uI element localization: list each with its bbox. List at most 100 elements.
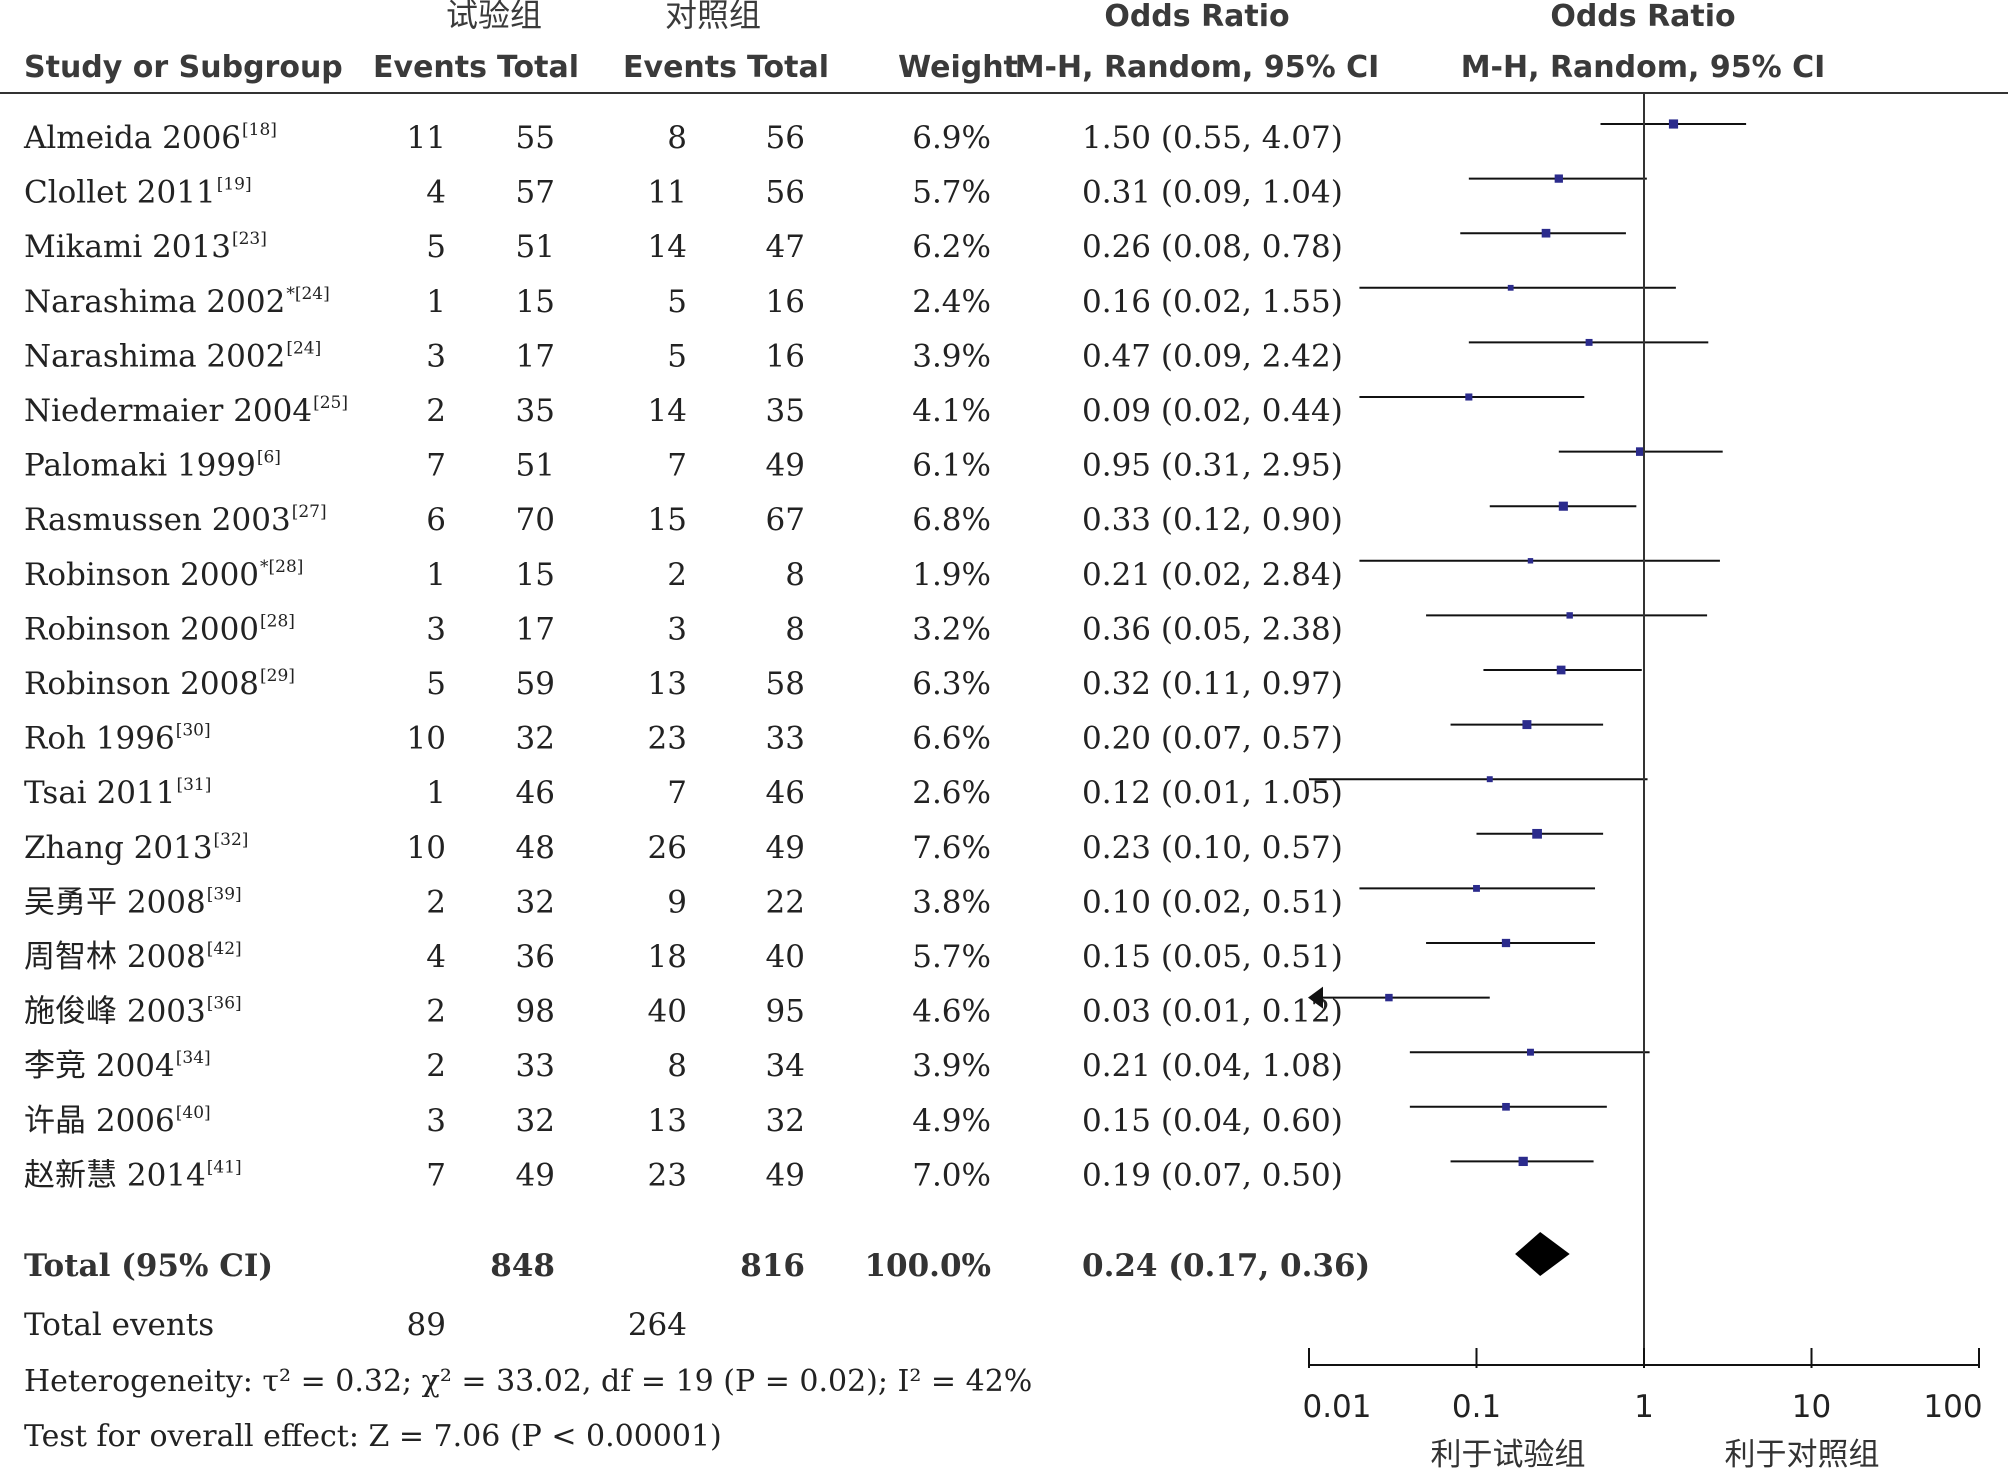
table-row: Robinson 2008 [29] 5 59 13 58 6.3% 0.32 (0.11, … bbox=[24, 666, 1343, 702]
total-ctrl: 8 bbox=[785, 557, 805, 593]
study-ref: [24] bbox=[286, 338, 321, 358]
study-ref: [32] bbox=[214, 830, 249, 850]
study-estimate-square bbox=[1385, 993, 1393, 1002]
study-estimate-square bbox=[1518, 1156, 1528, 1167]
total-ctrl: 67 bbox=[766, 502, 805, 538]
table-row: 李竞 2004 [34] 2 33 8 34 3.9% 0.21 (0.04, 1.08) bbox=[24, 1048, 1343, 1084]
events-ctrl: 23 bbox=[648, 721, 687, 757]
total-exp: 51 bbox=[516, 229, 555, 265]
weight-value: 6.2% bbox=[912, 229, 991, 265]
study-name: Clollet 2011 bbox=[24, 175, 216, 211]
ci-value: 0.21 (0.02, 2.84) bbox=[1082, 557, 1343, 593]
study-ref: [29] bbox=[260, 666, 295, 686]
total-exp-sum: 848 bbox=[490, 1248, 555, 1284]
total-exp: 98 bbox=[516, 994, 555, 1030]
events-ctrl: 3 bbox=[667, 611, 687, 647]
total-exp: 36 bbox=[516, 939, 555, 975]
heterogeneity-stat: Heterogeneity: τ² = 0.32; χ² = 33.02, df… bbox=[24, 1364, 1032, 1399]
total-ctrl: 95 bbox=[766, 994, 805, 1030]
study-estimate-square bbox=[1668, 119, 1679, 129]
ci-value: 0.47 (0.09, 2.42) bbox=[1082, 338, 1343, 374]
total-exp: 33 bbox=[516, 1048, 555, 1084]
study-estimate-square bbox=[1522, 720, 1532, 730]
study-ref: *[28] bbox=[260, 557, 303, 577]
total-exp: 59 bbox=[516, 666, 555, 702]
weight-value: 2.6% bbox=[912, 775, 991, 811]
table-row: Almeida 2006 [18] 11 55 8 56 6.9% 1.50 (0.55, 4… bbox=[23, 120, 1343, 156]
ci-value: 0.10 (0.02, 0.51) bbox=[1082, 884, 1343, 920]
pooled-estimate-diamond bbox=[1515, 1232, 1570, 1276]
study-name: Niedermaier 2004 bbox=[24, 393, 312, 429]
total-exp: 48 bbox=[516, 830, 555, 866]
ci-value: 0.26 (0.08, 0.78) bbox=[1082, 229, 1343, 265]
events-ctrl: 2 bbox=[667, 557, 687, 593]
group-header-experimental: 试验组 bbox=[446, 0, 542, 34]
events-exp: 4 bbox=[426, 939, 446, 975]
events-ctrl: 14 bbox=[648, 229, 687, 265]
weight-value: 4.6% bbox=[912, 994, 991, 1030]
study-estimate-square bbox=[1532, 828, 1542, 839]
events-exp: 2 bbox=[426, 994, 446, 1030]
events-ctrl: 40 bbox=[648, 994, 687, 1030]
events-ctrl: 13 bbox=[648, 1103, 687, 1139]
events-ctrl: 15 bbox=[648, 502, 687, 538]
study-estimate-square bbox=[1486, 776, 1493, 783]
plot-area: 0.01 0.1 1 10 100 利于试验组 利于对照组 bbox=[1302, 93, 1983, 1470]
total-events-exp: 89 bbox=[407, 1307, 446, 1343]
weight-value: 6.3% bbox=[912, 666, 991, 702]
total-exp: 17 bbox=[516, 611, 555, 647]
x-tick-label: 1 bbox=[1634, 1389, 1654, 1425]
total-exp: 32 bbox=[516, 1103, 555, 1139]
events-ctrl: 5 bbox=[667, 284, 687, 320]
weight-value: 3.8% bbox=[912, 884, 991, 920]
events-ctrl: 8 bbox=[667, 120, 687, 156]
ci-value: 0.95 (0.31, 2.95) bbox=[1082, 448, 1343, 484]
study-name: Robinson 2008 bbox=[24, 666, 259, 702]
ci-value: 0.12 (0.01, 1.05) bbox=[1082, 775, 1343, 811]
total-ctrl: 40 bbox=[766, 939, 805, 975]
events-exp: 3 bbox=[426, 338, 446, 374]
events-ctrl: 13 bbox=[648, 666, 687, 702]
study-ref: [36] bbox=[207, 994, 242, 1014]
col-events-exp-header: Events bbox=[373, 50, 487, 85]
total-ctrl: 8 bbox=[785, 611, 805, 647]
study-name: Robinson 2000 bbox=[24, 611, 259, 647]
total-ctrl: 47 bbox=[766, 229, 805, 265]
study-name: Narashima 2002 bbox=[24, 284, 285, 320]
study-name: Almeida 2006 bbox=[23, 120, 241, 156]
study-ref: [6] bbox=[257, 448, 281, 468]
study-estimate-square bbox=[1473, 884, 1480, 892]
weight-value: 2.4% bbox=[912, 284, 991, 320]
events-ctrl: 5 bbox=[667, 338, 687, 374]
events-ctrl: 18 bbox=[648, 939, 687, 975]
ci-value: 0.16 (0.02, 1.55) bbox=[1082, 284, 1343, 320]
total-exp: 57 bbox=[516, 175, 555, 211]
weight-value: 6.1% bbox=[912, 448, 991, 484]
study-ref: [39] bbox=[207, 884, 242, 904]
total-ctrl-sum: 816 bbox=[740, 1248, 805, 1284]
group-header-control: 对照组 bbox=[665, 0, 761, 34]
study-estimate-square bbox=[1635, 447, 1645, 456]
events-exp: 4 bbox=[426, 175, 446, 211]
total-exp: 46 bbox=[516, 775, 555, 811]
total-ctrl: 22 bbox=[766, 884, 805, 920]
study-name: Narashima 2002 bbox=[24, 338, 285, 374]
table-row: Tsai 2011 [31] 1 46 7 46 2.6% 0.12 (0.01, 1.05) bbox=[24, 775, 1343, 811]
weight-value: 7.6% bbox=[912, 830, 991, 866]
total-exp: 55 bbox=[516, 120, 555, 156]
study-ref: [23] bbox=[232, 229, 267, 249]
study-ref: [27] bbox=[292, 502, 327, 522]
total-exp: 32 bbox=[516, 721, 555, 757]
study-name: 赵新慧 2014 bbox=[24, 1157, 206, 1193]
study-name: Roh 1996 bbox=[24, 721, 175, 757]
study-name: 李竞 2004 bbox=[24, 1048, 175, 1084]
total-row: Total (95% CI) 848 816 100.0% 0.24 (0.17, 0.… bbox=[24, 1248, 1370, 1284]
total-weight: 100.0% bbox=[864, 1248, 991, 1284]
study-estimate-square bbox=[1527, 1048, 1534, 1056]
ci-value: 0.36 (0.05, 2.38) bbox=[1082, 611, 1343, 647]
odds-ratio-title-right: Odds Ratio bbox=[1550, 0, 1735, 34]
table-row: Mikami 2013 [23] 5 51 14 47 6.2% 0.26 (0.08, 0.… bbox=[24, 229, 1343, 265]
events-exp: 2 bbox=[426, 393, 446, 429]
col-method-left-header: M-H, Random, 95% CI bbox=[1015, 50, 1380, 85]
ci-value: 0.21 (0.04, 1.08) bbox=[1082, 1048, 1343, 1084]
